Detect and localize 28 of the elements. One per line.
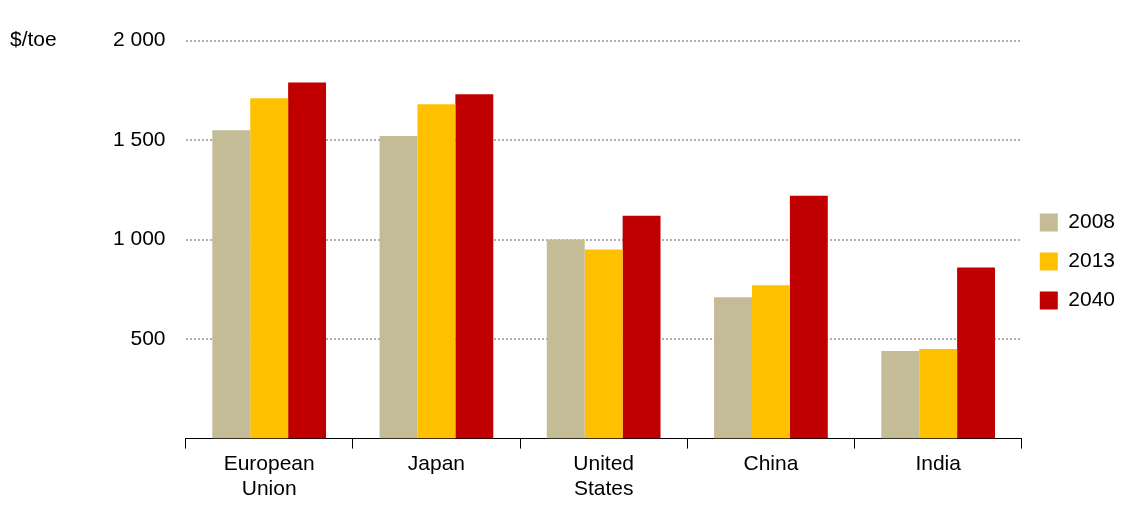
- legend-label: 2040: [1068, 287, 1115, 311]
- x-tick-label: United States: [573, 451, 635, 500]
- x-tick-label: Japan: [407, 451, 466, 474]
- y-axis-title: $/toe: [10, 27, 57, 51]
- bar: [455, 94, 494, 439]
- bar: [584, 249, 623, 439]
- y-tick-label: 1 500: [112, 126, 166, 150]
- bar: [751, 285, 790, 439]
- bar: [881, 351, 920, 439]
- bar: [789, 195, 828, 439]
- bar: [957, 267, 996, 439]
- bar: [919, 349, 958, 439]
- bar: [417, 104, 456, 439]
- bar: [622, 215, 661, 439]
- y-tick-label: 1 000: [112, 226, 166, 250]
- x-tick-label: India: [915, 451, 962, 474]
- x-tick-label: European Union: [223, 451, 315, 500]
- bar: [546, 239, 585, 439]
- bar: [379, 136, 418, 439]
- x-tick-label: China: [743, 451, 799, 474]
- bar: [250, 98, 289, 439]
- legend-label: 2013: [1068, 248, 1115, 272]
- bar: [288, 82, 327, 439]
- bar: [212, 130, 251, 439]
- y-tick-label: 2 000: [112, 27, 166, 51]
- y-tick-label: 500: [130, 325, 166, 349]
- bar: [714, 297, 752, 439]
- legend-label: 2008: [1068, 209, 1115, 233]
